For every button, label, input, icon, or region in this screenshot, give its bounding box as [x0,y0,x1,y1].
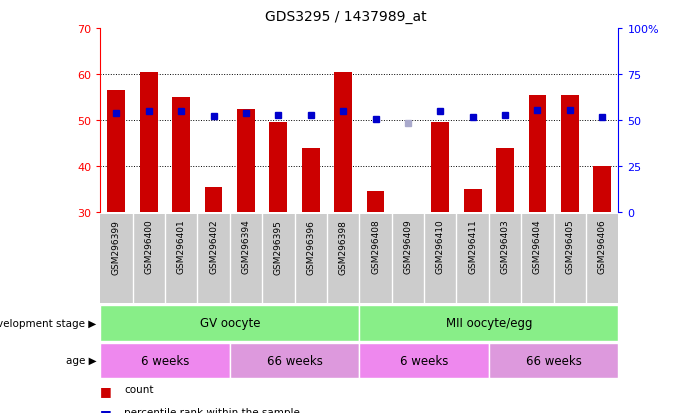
Bar [529,95,547,213]
Bar [496,148,514,213]
Text: MII oocyte/egg: MII oocyte/egg [446,317,532,330]
Bar [561,95,579,213]
Text: 66 weeks: 66 weeks [526,354,582,367]
Text: GSM296410: GSM296410 [436,219,445,274]
Text: 6 weeks: 6 weeks [141,354,189,367]
Text: ■: ■ [100,384,112,397]
Bar [108,91,125,213]
Bar [140,73,158,213]
Text: GSM296394: GSM296394 [241,219,250,274]
Bar [237,109,255,213]
Text: GSM296411: GSM296411 [468,219,477,274]
Bar [464,190,482,213]
Text: ■: ■ [100,407,112,413]
Bar [205,188,223,213]
Bar [431,123,449,213]
Bar [172,98,190,213]
Bar [269,123,287,213]
FancyBboxPatch shape [100,343,229,378]
FancyBboxPatch shape [359,343,489,378]
Text: GSM296399: GSM296399 [112,219,121,274]
Text: GSM296396: GSM296396 [306,219,315,274]
FancyBboxPatch shape [489,343,618,378]
Bar [334,73,352,213]
Bar [594,167,611,213]
FancyBboxPatch shape [229,343,359,378]
Text: age ▶: age ▶ [66,355,97,366]
Text: GV oocyte: GV oocyte [200,317,260,330]
Text: GSM296404: GSM296404 [533,219,542,274]
Text: count: count [124,384,154,394]
Text: GSM296406: GSM296406 [598,219,607,274]
Text: GSM296400: GSM296400 [144,219,153,274]
Text: GSM296401: GSM296401 [177,219,186,274]
FancyBboxPatch shape [359,306,618,341]
Text: GSM296409: GSM296409 [404,219,413,274]
Text: GSM296403: GSM296403 [500,219,509,274]
Text: GSM296395: GSM296395 [274,219,283,274]
Text: percentile rank within the sample: percentile rank within the sample [124,407,301,413]
Bar [302,148,320,213]
Text: 6 weeks: 6 weeks [400,354,448,367]
Text: GDS3295 / 1437989_at: GDS3295 / 1437989_at [265,10,426,24]
FancyBboxPatch shape [100,306,359,341]
Text: development stage ▶: development stage ▶ [0,318,97,328]
Bar [367,192,384,213]
Text: 66 weeks: 66 weeks [267,354,323,367]
Text: GSM296398: GSM296398 [339,219,348,274]
Text: GSM296408: GSM296408 [371,219,380,274]
Text: GSM296402: GSM296402 [209,219,218,274]
Text: GSM296405: GSM296405 [565,219,574,274]
